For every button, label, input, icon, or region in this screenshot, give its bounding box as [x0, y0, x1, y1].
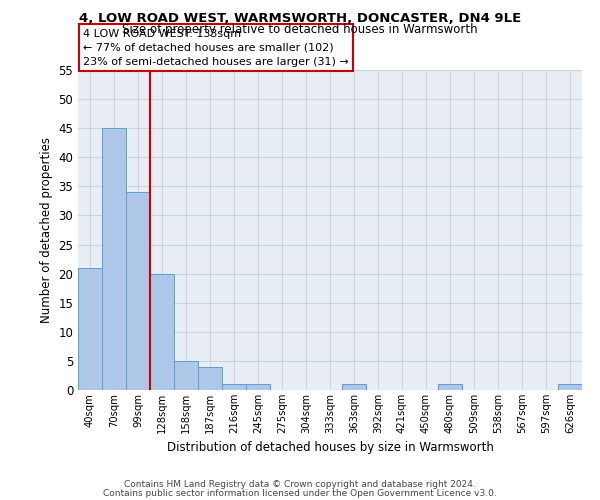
Text: Contains public sector information licensed under the Open Government Licence v3: Contains public sector information licen… — [103, 488, 497, 498]
Bar — [126, 192, 150, 390]
Bar — [558, 384, 582, 390]
X-axis label: Distribution of detached houses by size in Warmsworth: Distribution of detached houses by size … — [167, 442, 493, 454]
Bar — [222, 384, 246, 390]
Y-axis label: Number of detached properties: Number of detached properties — [40, 137, 53, 323]
Text: 4 LOW ROAD WEST: 133sqm
← 77% of detached houses are smaller (102)
23% of semi-d: 4 LOW ROAD WEST: 133sqm ← 77% of detache… — [83, 29, 349, 67]
Bar — [150, 274, 174, 390]
Bar — [78, 268, 102, 390]
Bar — [246, 384, 270, 390]
Bar — [342, 384, 366, 390]
Bar — [174, 361, 198, 390]
Text: Contains HM Land Registry data © Crown copyright and database right 2024.: Contains HM Land Registry data © Crown c… — [124, 480, 476, 489]
Bar — [102, 128, 126, 390]
Bar — [438, 384, 462, 390]
Bar — [198, 366, 222, 390]
Text: Size of property relative to detached houses in Warmsworth: Size of property relative to detached ho… — [122, 22, 478, 36]
Text: 4, LOW ROAD WEST, WARMSWORTH, DONCASTER, DN4 9LE: 4, LOW ROAD WEST, WARMSWORTH, DONCASTER,… — [79, 12, 521, 26]
